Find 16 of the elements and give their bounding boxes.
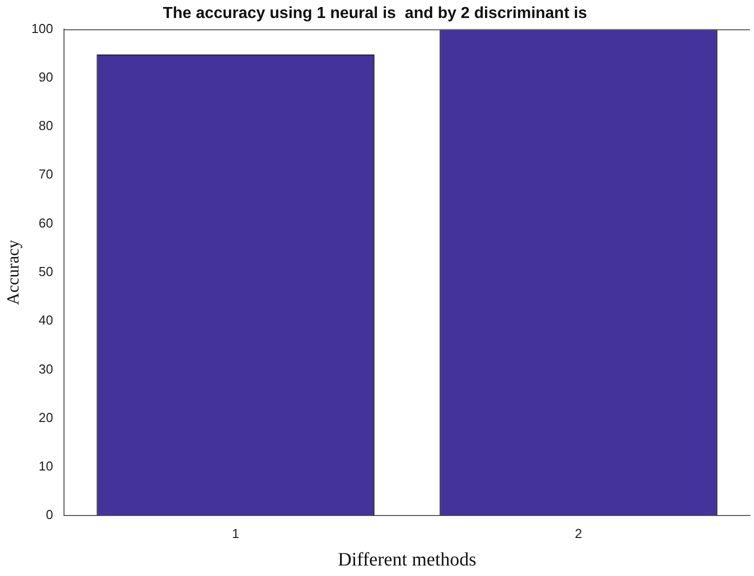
y-tick-label: 0 [46, 507, 54, 522]
y-tick-label: 100 [31, 20, 54, 36]
y-tick-label: 10 [38, 458, 54, 474]
chart-title: The accuracy using 1 neural is and by 2 discriminant is [162, 5, 588, 22]
y-tick-label: 50 [38, 264, 54, 279]
y-tick-label: 40 [38, 312, 54, 328]
x-tick-label: 1 [232, 526, 240, 541]
x-tick-label: 2 [574, 526, 582, 541]
x-axis-title: Different methods [338, 550, 476, 571]
y-tick-label: 20 [38, 410, 54, 425]
y-tick-label: 70 [38, 166, 54, 182]
y-tick-label: 80 [38, 118, 54, 134]
y-tick-label: 90 [38, 69, 54, 84]
y-tick-label: 60 [38, 215, 54, 230]
y-axis-title: Accuracy [4, 239, 23, 305]
y-tick-label: 30 [38, 361, 54, 376]
